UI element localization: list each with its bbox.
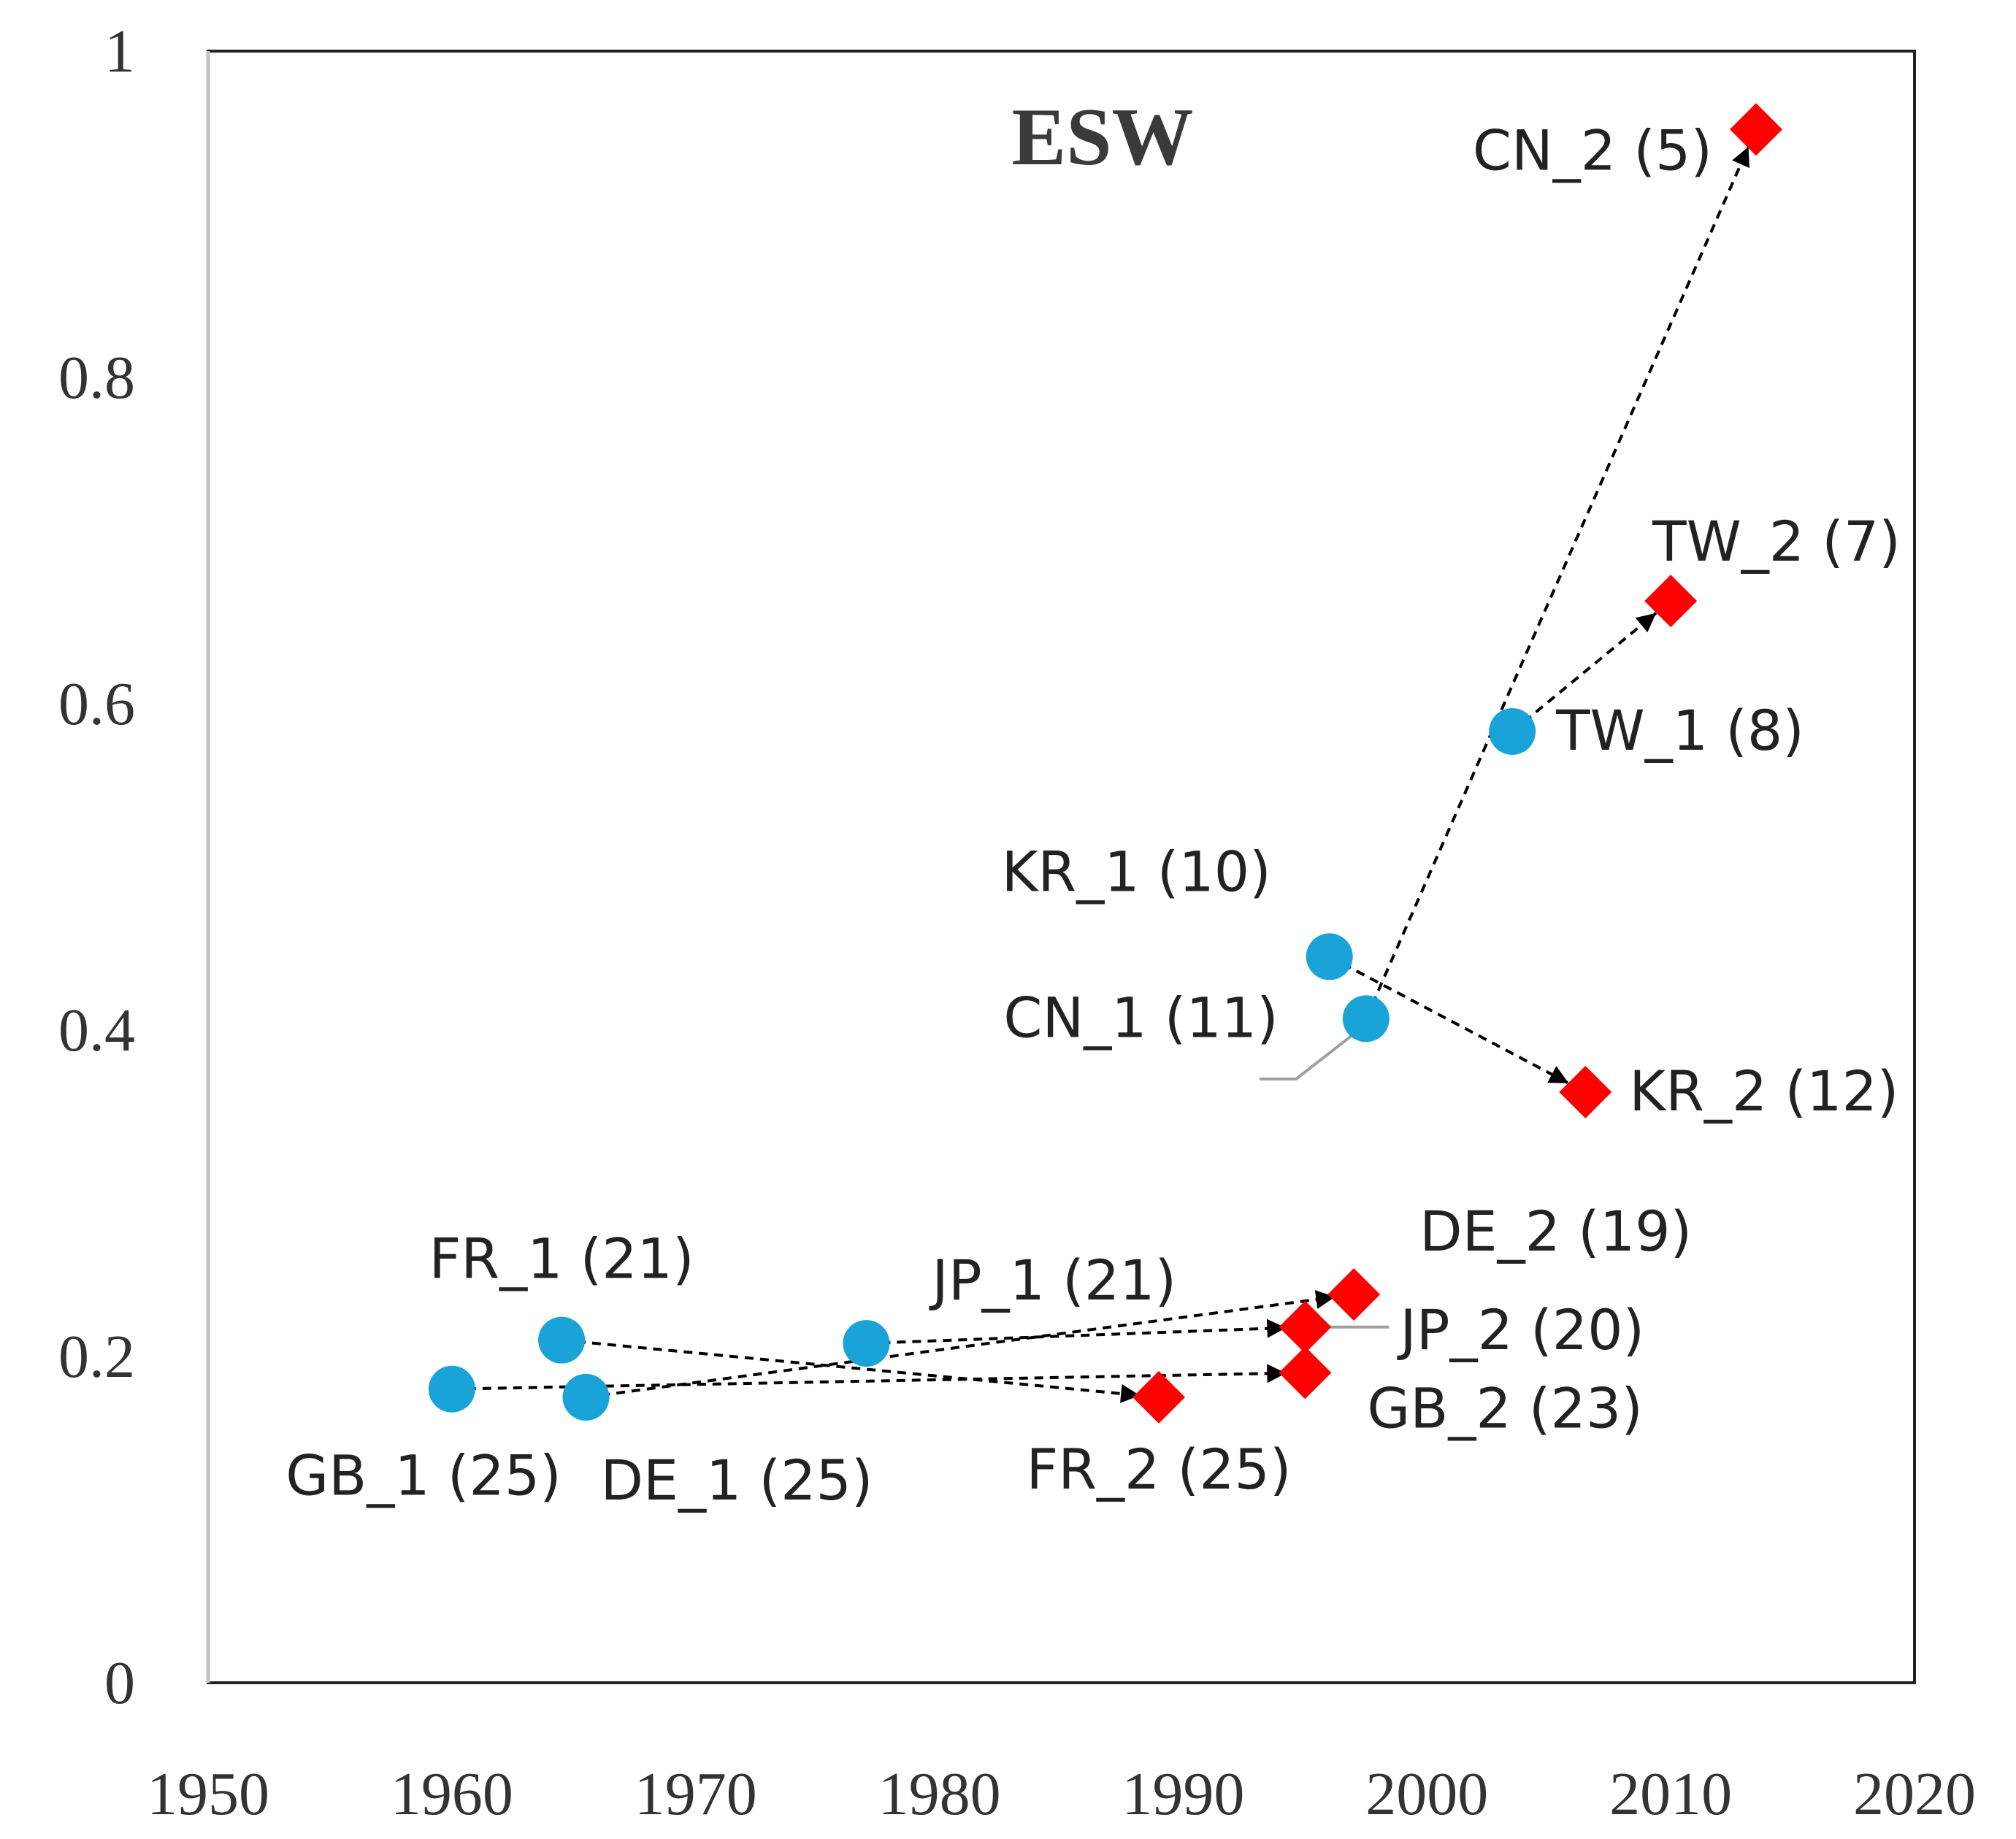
chart-title: ESW — [1012, 92, 1194, 183]
point-label-DE_1: DE_1 (25) — [600, 1448, 873, 1513]
start-point-DE_1 — [562, 1373, 610, 1421]
x-tick-label: 1980 — [878, 1760, 1001, 1828]
x-tick-label: 2010 — [1609, 1760, 1732, 1828]
leader-line-CN_1 — [1260, 1033, 1354, 1080]
start-point-FR_1 — [538, 1316, 586, 1364]
arrow-TW_1-to-TW_2 — [1511, 612, 1657, 733]
x-tick-label: 2000 — [1365, 1760, 1488, 1828]
start-point-TW_1 — [1489, 707, 1536, 755]
end-point-DE_2 — [1327, 1268, 1381, 1321]
point-label-FR_1: FR_1 (21) — [429, 1226, 694, 1291]
y-tick-label: 0.6 — [58, 670, 135, 738]
y-tick-label: 0.4 — [58, 997, 135, 1064]
x-tick-label: 2020 — [1853, 1760, 1976, 1828]
start-point-JP_1 — [843, 1320, 890, 1367]
arrow-FR_1-to-FR_2 — [561, 1338, 1141, 1403]
arrow-JP_1-to-JP_2 — [866, 1318, 1287, 1345]
arrow-CN_1-to-CN_2 — [1364, 146, 1750, 1020]
point-label-CN_1: CN_1 (11) — [1003, 985, 1278, 1050]
point-label-FR_2: FR_2 (25) — [1027, 1437, 1292, 1502]
point-label-CN_2: CN_2 (5) — [1473, 118, 1712, 183]
point-label-JP_2: JP_2 (20) — [1397, 1297, 1644, 1362]
point-label-KR_1: KR_1 (10) — [1002, 839, 1271, 904]
x-tick-label: 1950 — [147, 1760, 269, 1828]
end-point-FR_2 — [1132, 1370, 1186, 1424]
x-tick-label: 1990 — [1122, 1760, 1244, 1828]
point-label-GB_1: GB_1 (25) — [285, 1443, 562, 1508]
end-point-CN_2 — [1729, 103, 1782, 156]
start-point-KR_1 — [1306, 933, 1353, 980]
point-label-TW_1: TW_1 (8) — [1555, 698, 1804, 763]
start-point-GB_1 — [428, 1365, 475, 1413]
y-tick-label: 0 — [104, 1649, 135, 1717]
y-tick-label: 1 — [104, 18, 135, 85]
end-point-JP_2 — [1279, 1300, 1332, 1354]
point-label-JP_1: JP_1 (21) — [929, 1248, 1176, 1313]
end-point-GB_2 — [1279, 1346, 1332, 1400]
arrow-DE_1-to-DE_2 — [586, 1290, 1335, 1399]
start-point-CN_1 — [1342, 995, 1390, 1043]
x-tick-label: 1970 — [635, 1760, 757, 1828]
point-label-KR_2: KR_2 (12) — [1629, 1059, 1898, 1124]
point-label-GB_2: GB_2 (23) — [1367, 1375, 1643, 1440]
y-tick-label: 0.8 — [58, 344, 135, 412]
end-point-TW_2 — [1644, 575, 1698, 628]
point-label-TW_2: TW_2 (7) — [1652, 509, 1901, 574]
point-label-DE_2: DE_2 (19) — [1419, 1199, 1692, 1264]
end-point-KR_2 — [1559, 1065, 1612, 1118]
y-tick-label: 0.2 — [58, 1323, 135, 1391]
x-tick-label: 1960 — [391, 1760, 513, 1828]
